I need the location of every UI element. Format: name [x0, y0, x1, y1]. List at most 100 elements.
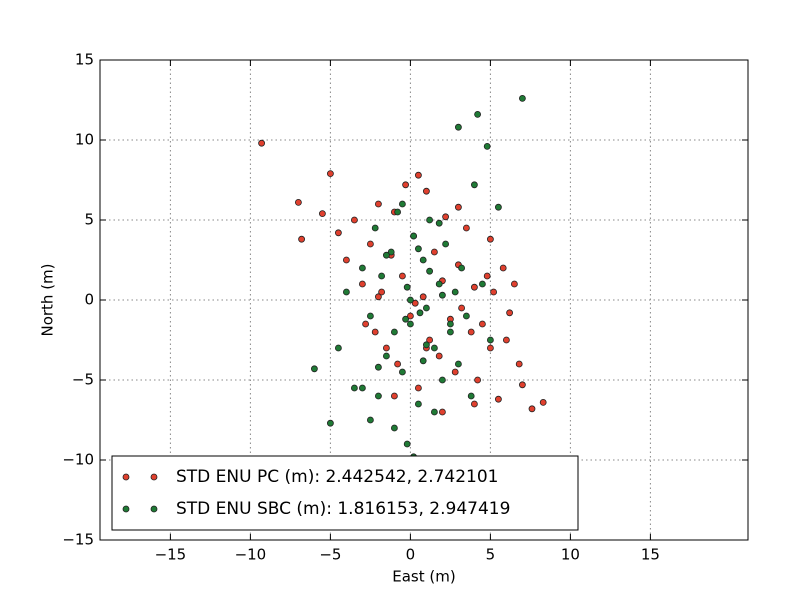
scatter-point — [374, 293, 382, 301]
scatter-point — [387, 248, 395, 256]
scatter-point — [462, 224, 470, 232]
scatter-point — [454, 360, 462, 368]
scatter-point — [435, 219, 443, 227]
scatter-point — [454, 203, 462, 211]
scatter-point — [486, 235, 494, 243]
scatter-point — [342, 256, 350, 264]
scatter-point — [419, 357, 427, 365]
scatter-point — [442, 240, 450, 248]
y-tick-label: −10 — [62, 451, 94, 469]
scatter-point — [366, 416, 374, 424]
scatter-point — [416, 309, 424, 317]
scatter-point — [419, 293, 427, 301]
scatter-point — [499, 264, 507, 272]
scatter-point — [403, 283, 411, 291]
x-tick-label: 5 — [486, 546, 496, 564]
scatter-point — [442, 213, 450, 221]
scatter-point — [467, 392, 475, 400]
x-tick-label: −10 — [235, 546, 267, 564]
scatter-point — [402, 315, 410, 323]
scatter-point — [502, 336, 510, 344]
scatter-point — [398, 368, 406, 376]
scatter-point — [394, 208, 402, 216]
x-axis-label: East (m) — [392, 568, 455, 586]
scatter-point — [326, 419, 334, 427]
scatter-point — [334, 229, 342, 237]
x-tick-label: −15 — [155, 546, 187, 564]
scatter-point — [410, 232, 418, 240]
scatter-point — [403, 440, 411, 448]
scatter-point — [350, 216, 358, 224]
x-tick-label: 10 — [561, 546, 580, 564]
scatter-point — [435, 352, 443, 360]
x-tick-label: 15 — [641, 546, 660, 564]
legend-label: STD ENU SBC (m): 1.816153, 2.947419 — [176, 499, 510, 519]
scatter-point — [451, 368, 459, 376]
scatter-point — [519, 381, 526, 389]
scatter-point — [470, 283, 478, 291]
scatter-point — [478, 320, 486, 328]
scatter-point — [430, 408, 438, 416]
scatter-point — [398, 272, 406, 280]
scatter-point — [398, 200, 406, 208]
scatter-point — [422, 187, 430, 195]
scatter-point — [446, 320, 454, 328]
y-tick-label: 0 — [84, 291, 94, 309]
legend-box — [111, 455, 579, 531]
legend-marker — [150, 473, 158, 481]
scatter-point — [414, 400, 422, 408]
scatter-point — [382, 344, 390, 352]
scatter-point — [426, 267, 434, 275]
scatter-point — [326, 170, 334, 178]
scatter-point — [490, 288, 498, 296]
legend-label: STD ENU PC (m): 2.442542, 2.742101 — [176, 467, 499, 487]
scatter-point — [539, 398, 547, 406]
scatter-point — [382, 352, 390, 360]
scatter-point — [378, 272, 386, 280]
scatter-point — [422, 341, 430, 349]
legend-marker — [122, 473, 130, 481]
scatter-point — [470, 400, 478, 408]
scatter-point — [430, 344, 438, 352]
scatter-point — [426, 216, 434, 224]
y-tick-label: −15 — [62, 531, 94, 549]
y-tick-label: −5 — [72, 371, 94, 389]
scatter-point — [414, 245, 422, 253]
scatter-point — [426, 336, 434, 344]
scatter-point — [374, 200, 382, 208]
scatter-point — [474, 376, 482, 384]
scatter-point — [406, 296, 414, 304]
y-tick-label: 5 — [84, 211, 94, 229]
scatter-point — [358, 280, 366, 288]
scatter-point — [411, 299, 419, 307]
x-tick-label: −5 — [319, 546, 341, 564]
scatter-point — [511, 280, 518, 288]
scatter-point — [458, 264, 466, 272]
scatter-point — [519, 95, 526, 102]
scatter-point — [458, 304, 466, 312]
scatter-point — [366, 312, 374, 320]
scatter-point — [358, 384, 366, 392]
scatter-point — [358, 264, 366, 272]
scatter-point — [470, 181, 478, 189]
scatter-point — [478, 280, 486, 288]
scatter-point — [294, 198, 302, 206]
scatter-point — [258, 139, 266, 147]
scatter-point — [371, 328, 379, 336]
scatter-point — [362, 320, 370, 328]
scatter-point — [298, 235, 306, 243]
scatter-point — [454, 123, 462, 131]
scatter-point — [506, 309, 514, 317]
x-tick-label: 0 — [406, 546, 416, 564]
scatter-point — [334, 344, 342, 352]
scatter-point — [430, 248, 438, 256]
scatter-point — [435, 280, 443, 288]
scatter-point — [414, 384, 422, 392]
scatter-point — [438, 408, 446, 416]
scatter-point — [486, 344, 494, 352]
scatter-point — [390, 424, 398, 432]
scatter-point — [419, 256, 427, 264]
scatter-point — [414, 171, 422, 179]
y-axis-label: North (m) — [39, 263, 57, 336]
